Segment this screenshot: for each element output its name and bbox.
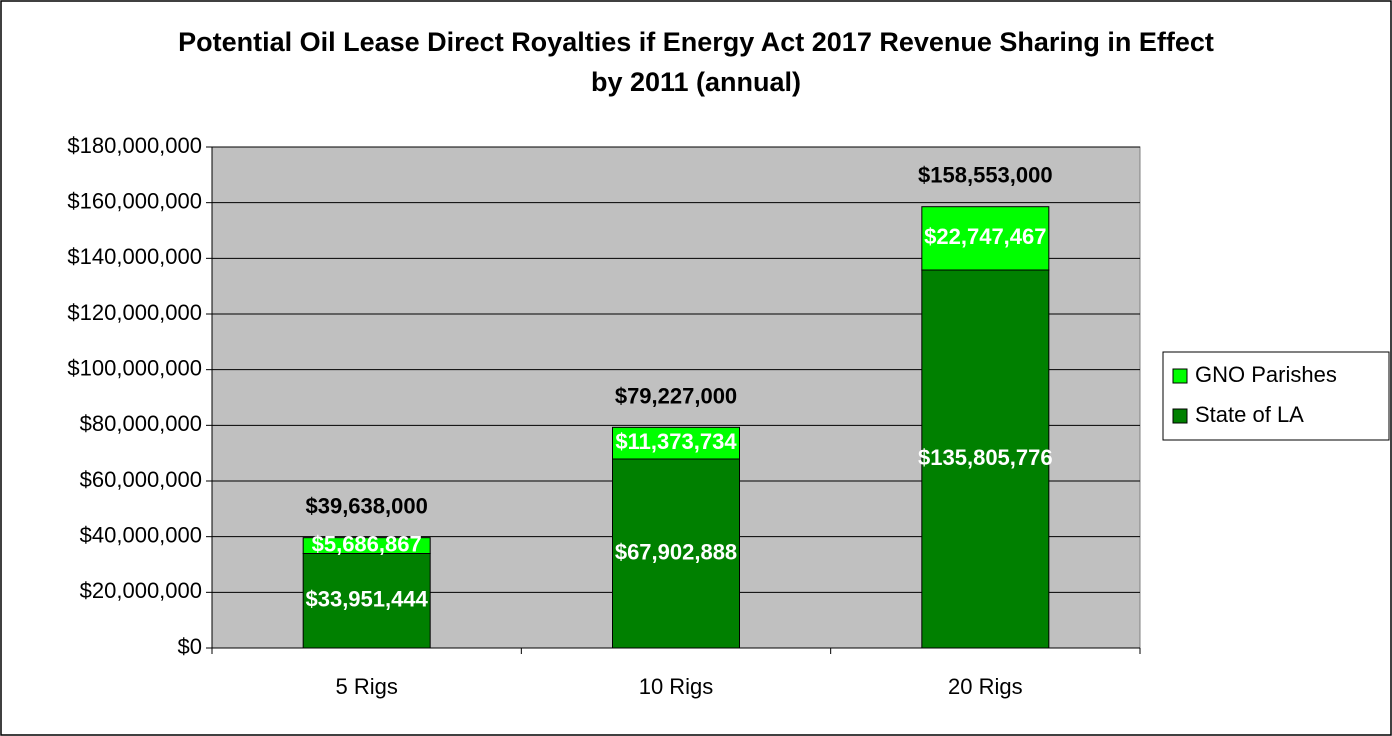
y-tick-label: $180,000,000 [67, 133, 202, 158]
y-tick-label: $120,000,000 [67, 300, 202, 325]
bar-segment [302, 537, 431, 555]
value-label: $22,747,467 [924, 224, 1046, 249]
bar-segment [302, 553, 431, 649]
y-tick-label: $20,000,000 [80, 578, 202, 603]
chart-title: Potential Oil Lease Direct Royalties if … [178, 27, 1214, 97]
y-tick-label: $140,000,000 [67, 244, 202, 269]
total-label: $79,227,000 [615, 383, 737, 408]
y-tick-label: $80,000,000 [80, 411, 202, 436]
value-label: $33,951,444 [305, 587, 428, 612]
legend-box [1162, 351, 1390, 441]
legend-label: GNO Parishes [1195, 362, 1337, 387]
value-label: $135,805,776 [918, 445, 1053, 470]
x-tick-label: 10 Rigs [639, 674, 714, 699]
y-tick-label: $40,000,000 [80, 522, 202, 547]
y-tick-label: $60,000,000 [80, 467, 202, 492]
x-tick-label: 5 Rigs [335, 674, 397, 699]
legend-swatch [1172, 368, 1188, 384]
value-label: $67,902,888 [615, 539, 737, 564]
total-label: $158,553,000 [918, 163, 1053, 188]
bar-segment [612, 458, 740, 649]
y-tick-label: $160,000,000 [67, 188, 202, 213]
legend-label: State of LA [1195, 402, 1304, 427]
x-tick-label: 20 Rigs [948, 674, 1023, 699]
legend-swatch [1172, 408, 1188, 424]
bar-segment [921, 269, 1050, 649]
value-label: $11,373,734 [615, 429, 737, 454]
total-label: $39,638,000 [305, 493, 427, 518]
bar-segment [921, 206, 1050, 271]
value-label: $5,686,867 [312, 531, 422, 556]
y-tick-label: $0 [178, 634, 202, 659]
y-tick-label: $100,000,000 [67, 355, 202, 380]
bar-segment [612, 426, 740, 460]
